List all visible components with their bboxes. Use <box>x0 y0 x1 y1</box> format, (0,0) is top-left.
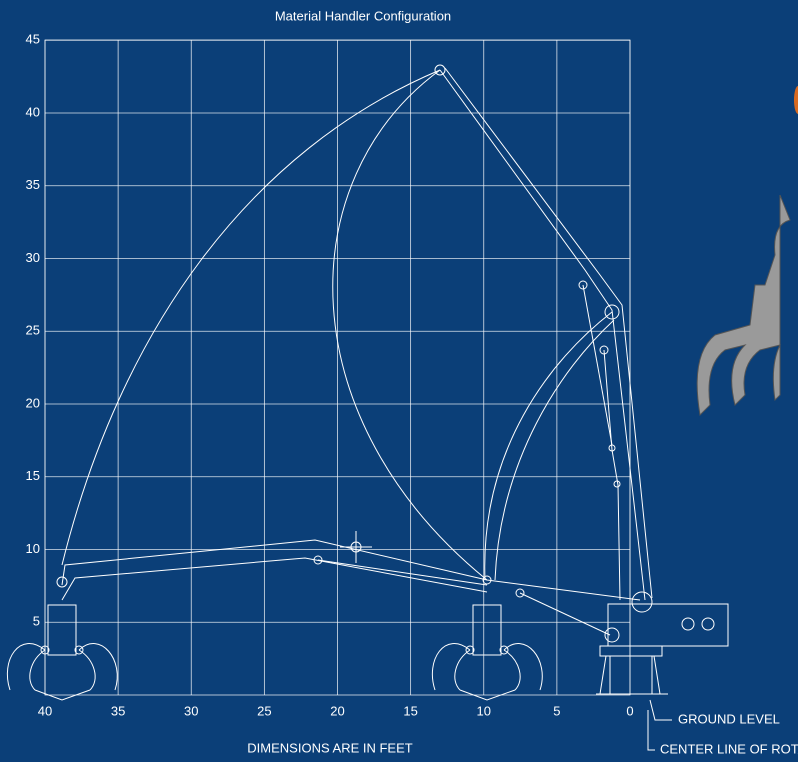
x-tick-label: 15 <box>403 703 417 718</box>
ground-label: GROUND LEVEL <box>678 711 780 726</box>
y-tick-label: 40 <box>26 104 40 119</box>
title: Material Handler Configuration <box>275 8 451 23</box>
units-label: DIMENSIONS ARE IN FEET <box>247 740 412 755</box>
diagram: Material Handler Configuration 40 35 30 25 2… <box>0 0 798 762</box>
x-tick-label: 20 <box>330 703 344 718</box>
x-tick-label: 10 <box>477 703 491 718</box>
x-tick-label: 25 <box>257 703 271 718</box>
y-tick-label: 20 <box>26 395 40 410</box>
y-tick-label: 25 <box>26 323 40 338</box>
y-tick-label: 15 <box>26 468 40 483</box>
x-tick-label: 5 <box>553 703 560 718</box>
y-tick-label: 35 <box>26 177 40 192</box>
x-tick-label: 30 <box>184 703 198 718</box>
y-tick-label: 5 <box>33 614 40 629</box>
background <box>0 0 798 762</box>
x-tick-label: 35 <box>111 703 125 718</box>
x-tick-label: 0 <box>626 703 633 718</box>
x-tick-label: 40 <box>38 703 52 718</box>
y-tick-label: 10 <box>26 541 40 556</box>
y-tick-label: 45 <box>26 32 40 47</box>
y-tick-label: 30 <box>26 250 40 265</box>
center-label: CENTER LINE OF ROTATION <box>660 741 798 756</box>
